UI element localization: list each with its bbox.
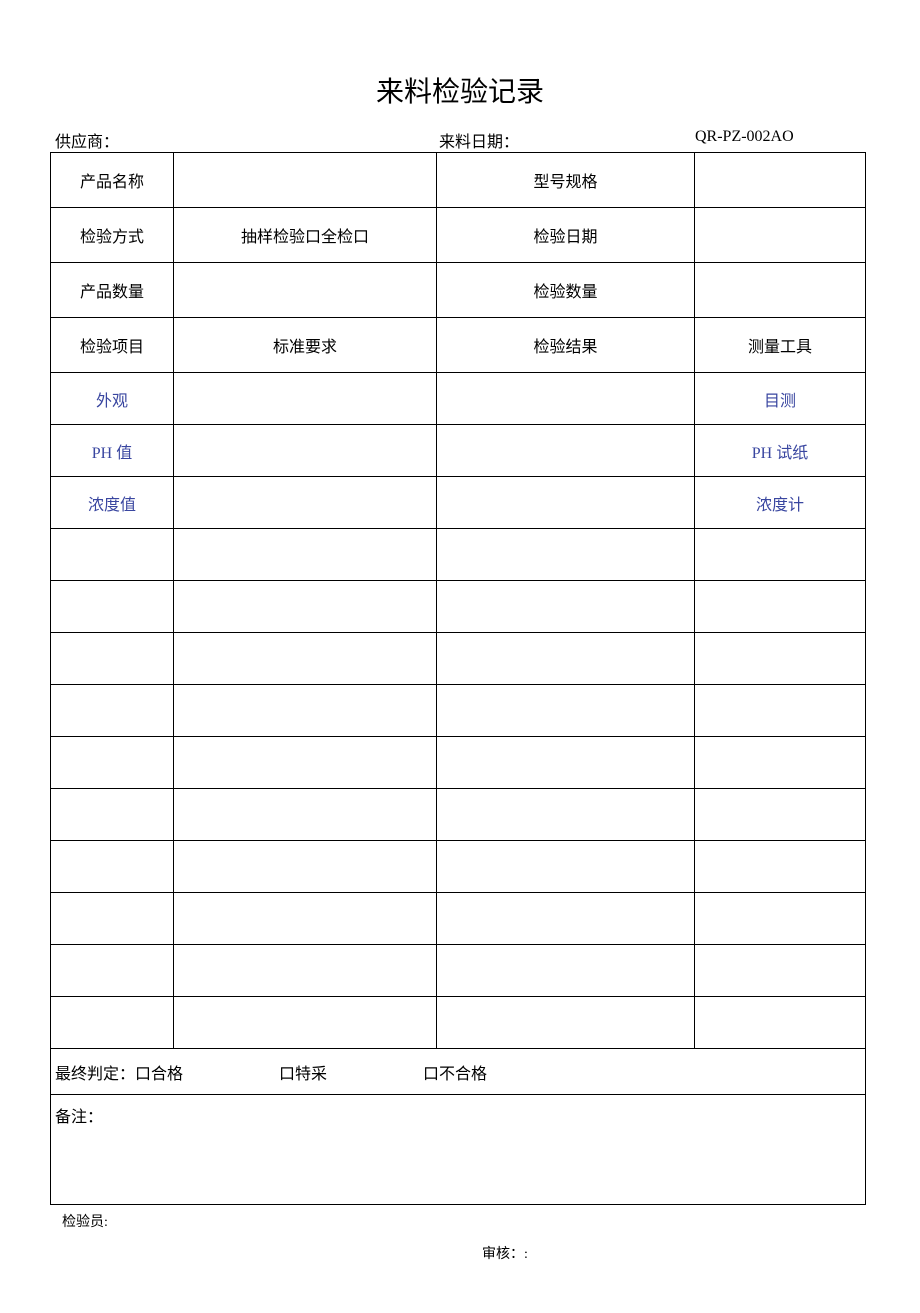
product-qty-label: 产品数量 [51, 263, 174, 318]
cell-tool [695, 945, 866, 997]
cell-tool: PH 试纸 [695, 425, 866, 477]
col-tool: 测量工具 [695, 318, 866, 373]
cell-result [437, 789, 695, 841]
table-row [51, 685, 866, 737]
cell-item: 外观 [51, 373, 174, 425]
remarks-label: 备注： [51, 1095, 866, 1205]
cell-tool [695, 789, 866, 841]
table-row [51, 529, 866, 581]
cell-standard [174, 841, 437, 893]
inspection-method-label: 检验方式 [51, 208, 174, 263]
cell-result [437, 529, 695, 581]
cell-result [437, 997, 695, 1049]
cell-standard [174, 737, 437, 789]
product-name-value [174, 153, 437, 208]
inspection-qty-value [695, 263, 866, 318]
cell-standard [174, 997, 437, 1049]
supplier-label: 供应商： [55, 128, 439, 152]
cell-item [51, 789, 174, 841]
model-spec-value [695, 153, 866, 208]
info-row: 检验方式 抽样检验口全检口 检验日期 [51, 208, 866, 263]
col-standard: 标准要求 [174, 318, 437, 373]
cell-item [51, 685, 174, 737]
cell-item [51, 841, 174, 893]
cell-result [437, 893, 695, 945]
cell-result [437, 685, 695, 737]
col-inspection-item: 检验项目 [51, 318, 174, 373]
cell-item [51, 737, 174, 789]
cell-result [437, 425, 695, 477]
cell-result [437, 581, 695, 633]
section-header-row: 检验项目 标准要求 检验结果 测量工具 [51, 318, 866, 373]
arrival-date-label: 来料日期： [439, 128, 695, 152]
document-title: 来料检验记录 [50, 70, 870, 110]
cell-standard [174, 945, 437, 997]
cell-tool [695, 737, 866, 789]
model-spec-label: 型号规格 [437, 153, 695, 208]
table-row [51, 841, 866, 893]
cell-result [437, 737, 695, 789]
cell-tool: 目测 [695, 373, 866, 425]
table-row [51, 997, 866, 1049]
cell-item [51, 529, 174, 581]
inspector-label: 检验员: [50, 1211, 870, 1231]
header-meta: 供应商： 来料日期： QR-PZ-002AO [50, 128, 870, 152]
inspection-date-value [695, 208, 866, 263]
cell-standard [174, 789, 437, 841]
inspection-date-label: 检验日期 [437, 208, 695, 263]
product-name-label: 产品名称 [51, 153, 174, 208]
cell-standard [174, 581, 437, 633]
cell-standard [174, 425, 437, 477]
final-judgement: 最终判定：口合格 口特采 口不合格 [51, 1049, 866, 1095]
cell-tool [695, 841, 866, 893]
info-row: 产品名称 型号规格 [51, 153, 866, 208]
cell-result [437, 373, 695, 425]
table-row: 外观 目测 [51, 373, 866, 425]
cell-tool: 浓度计 [695, 477, 866, 529]
info-row: 产品数量 检验数量 [51, 263, 866, 318]
table-row [51, 581, 866, 633]
final-judgement-row: 最终判定：口合格 口特采 口不合格 [51, 1049, 866, 1095]
cell-result [437, 633, 695, 685]
cell-tool [695, 685, 866, 737]
table-row [51, 945, 866, 997]
cell-tool [695, 997, 866, 1049]
cell-tool [695, 633, 866, 685]
inspection-method-value: 抽样检验口全检口 [174, 208, 437, 263]
doc-code: QR-PZ-002AO [695, 128, 870, 152]
table-row [51, 737, 866, 789]
table-row [51, 789, 866, 841]
table-row [51, 633, 866, 685]
cell-standard [174, 477, 437, 529]
cell-standard [174, 373, 437, 425]
cell-item [51, 633, 174, 685]
cell-item: PH 值 [51, 425, 174, 477]
cell-item [51, 945, 174, 997]
cell-item [51, 581, 174, 633]
cell-item [51, 893, 174, 945]
cell-tool [695, 893, 866, 945]
cell-item [51, 997, 174, 1049]
cell-standard [174, 529, 437, 581]
reviewer-label: 审核：: [50, 1243, 870, 1263]
inspection-qty-label: 检验数量 [437, 263, 695, 318]
cell-result [437, 477, 695, 529]
cell-standard [174, 893, 437, 945]
cell-standard [174, 685, 437, 737]
remarks-row: 备注： [51, 1095, 866, 1205]
cell-tool [695, 529, 866, 581]
cell-item: 浓度值 [51, 477, 174, 529]
inspection-table: 产品名称 型号规格 检验方式 抽样检验口全检口 检验日期 产品数量 检验数量 检… [50, 152, 866, 1205]
cell-result [437, 945, 695, 997]
table-row: PH 值 PH 试纸 [51, 425, 866, 477]
cell-tool [695, 581, 866, 633]
product-qty-value [174, 263, 437, 318]
cell-standard [174, 633, 437, 685]
col-result: 检验结果 [437, 318, 695, 373]
table-row: 浓度值 浓度计 [51, 477, 866, 529]
table-row [51, 893, 866, 945]
cell-result [437, 841, 695, 893]
